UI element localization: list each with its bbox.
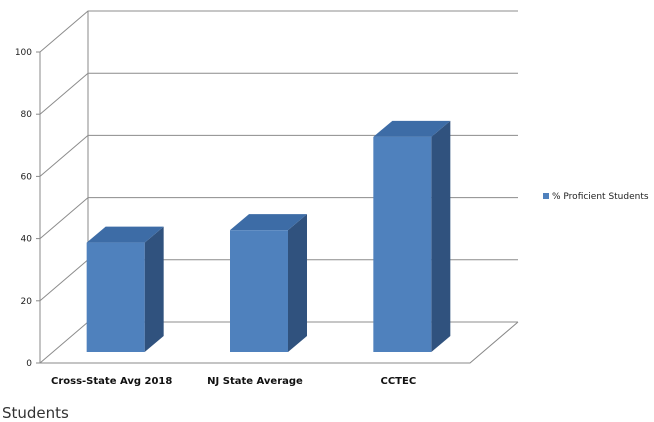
y-tick-label: 60 xyxy=(21,172,33,182)
legend-swatch xyxy=(543,193,549,199)
category-label: CCTEC xyxy=(380,376,416,387)
y-tick-label: 0 xyxy=(26,359,32,369)
legend: % Proficient Students xyxy=(543,192,649,202)
bar-side-face xyxy=(431,120,451,352)
bar-front-face xyxy=(86,242,145,352)
floor-edge xyxy=(40,321,519,364)
bar-cctec xyxy=(373,120,451,352)
bar-side-face xyxy=(144,226,164,352)
y-tick-label: 100 xyxy=(15,48,32,58)
gridline xyxy=(39,134,518,177)
category-label: NJ State Average xyxy=(207,376,303,387)
bar-cross-state-avg-2018 xyxy=(86,226,164,352)
legend-label: % Proficient Students xyxy=(552,192,649,202)
y-tick-label: 40 xyxy=(21,235,33,245)
bar-side-face xyxy=(288,214,307,352)
bar-front-face xyxy=(373,136,432,352)
category-labels: Cross-State Avg 2018 NJ State Average CCTE… xyxy=(51,376,416,387)
bar-top-face xyxy=(86,226,164,243)
y-tick-label: 20 xyxy=(21,297,33,307)
bar-top-face xyxy=(230,214,307,231)
y-axis-ticks: 0 20 40 60 80 100 xyxy=(15,48,40,369)
bar-nj-state-average xyxy=(230,214,307,352)
bars xyxy=(86,120,451,352)
bar-front-face xyxy=(230,230,288,352)
caption-text: Students xyxy=(2,404,69,422)
gridline xyxy=(39,10,518,53)
y-tick-label: 80 xyxy=(21,110,33,120)
category-label: Cross-State Avg 2018 xyxy=(51,376,172,387)
bar-top-face xyxy=(373,120,451,137)
gridline xyxy=(39,72,518,115)
